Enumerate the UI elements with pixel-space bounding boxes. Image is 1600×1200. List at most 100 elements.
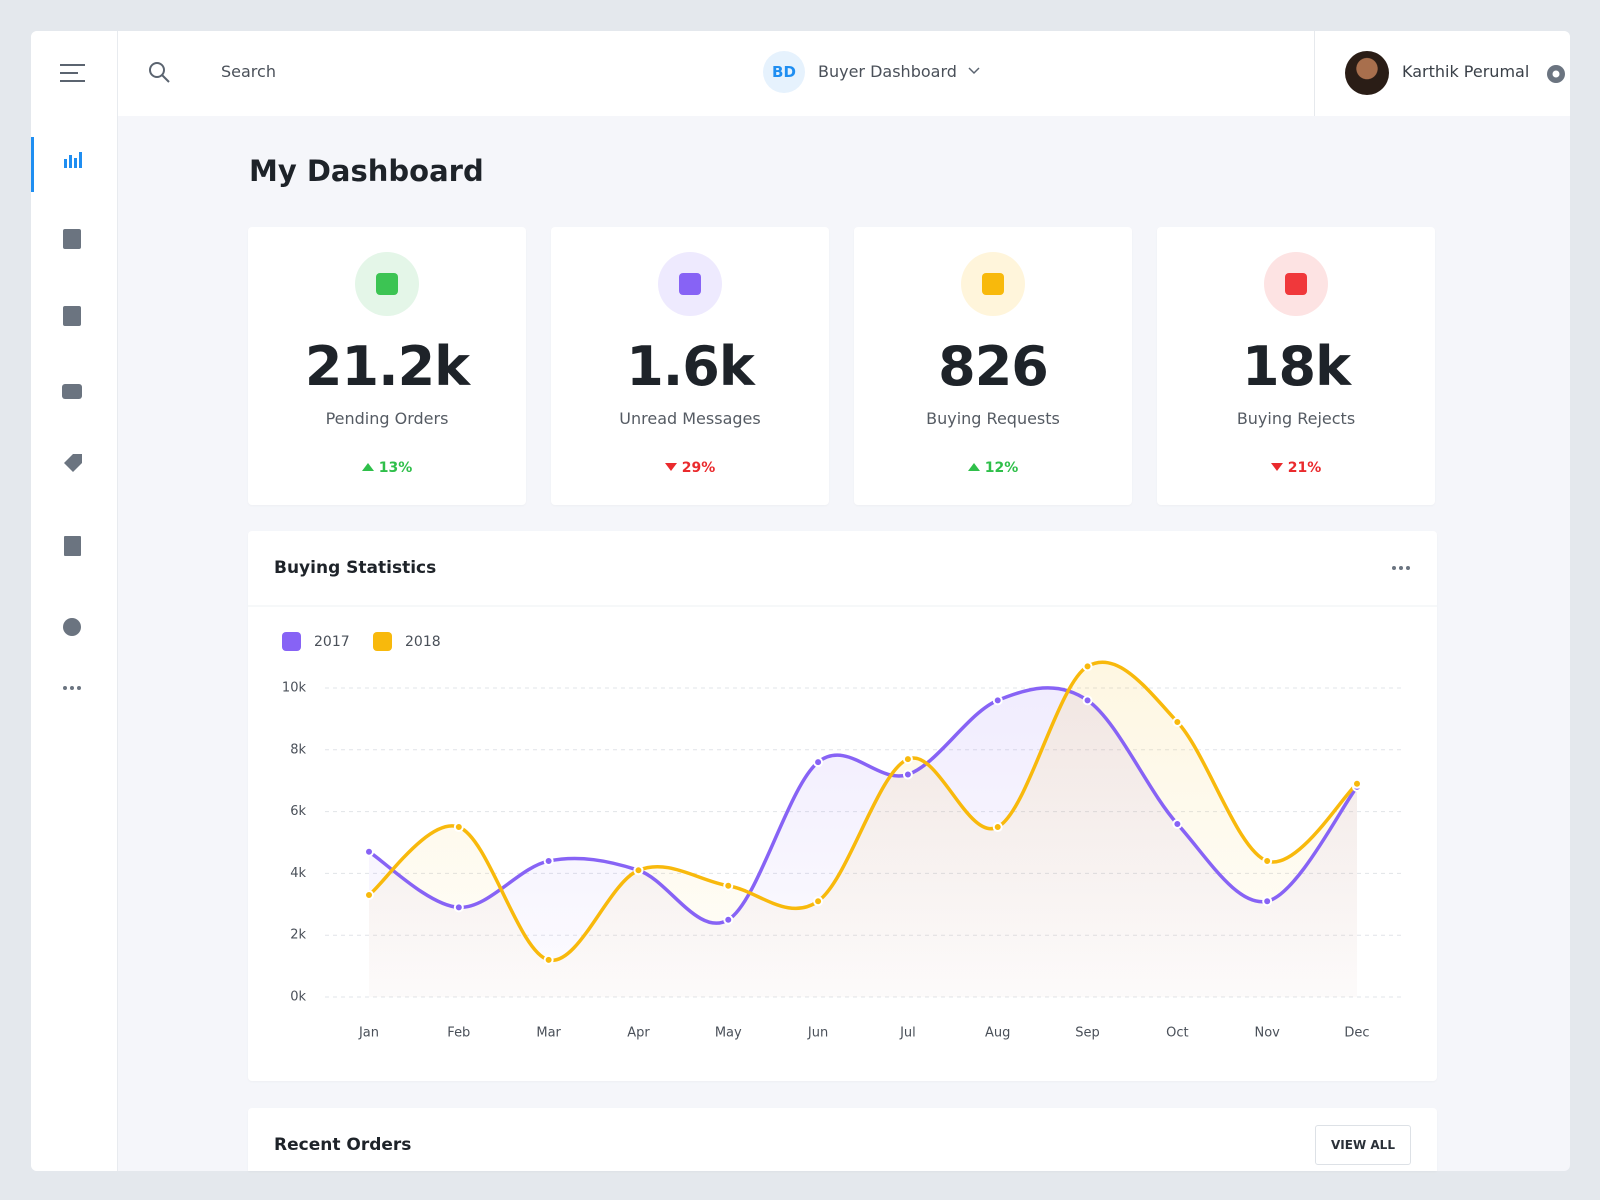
stat-change-value: 29% xyxy=(681,460,716,476)
data-point xyxy=(364,846,374,857)
x-tick-label: Aug xyxy=(985,1026,1010,1041)
x-tick-label: Mar xyxy=(536,1026,561,1041)
stat-change: 13% xyxy=(248,460,526,476)
data-point xyxy=(1082,661,1093,672)
nav-contacts[interactable] xyxy=(63,229,81,249)
top-bar: Search BD Buyer Dashboard Karthik Peruma… xyxy=(118,31,1570,116)
chevron[interactable] xyxy=(968,66,980,76)
data-point xyxy=(902,769,913,780)
x-tick-label: Sep xyxy=(1075,1026,1100,1041)
sidebar-icons xyxy=(31,64,85,690)
legend-label: 2017 xyxy=(314,634,350,650)
nav-chat[interactable] xyxy=(62,384,82,399)
settings-icon[interactable] xyxy=(1544,62,1568,86)
data-point xyxy=(453,902,464,913)
stat-icon xyxy=(658,252,722,316)
y-tick-label: 4k xyxy=(290,866,306,881)
data-point xyxy=(364,890,374,901)
divider xyxy=(1314,31,1315,116)
y-tick-label: 8k xyxy=(290,742,306,757)
nav-stats[interactable] xyxy=(64,152,82,168)
nav-help[interactable] xyxy=(63,306,81,326)
stat-change: 12% xyxy=(854,460,1132,476)
stat-change: 29% xyxy=(551,460,829,476)
x-tick-label: Feb xyxy=(447,1026,470,1041)
chart-title: Buying Statistics xyxy=(274,558,436,578)
stat-value: 18k xyxy=(1241,335,1351,398)
stat-icon-glyph xyxy=(376,273,398,295)
stat-value: 1.6k xyxy=(626,335,755,398)
data-point xyxy=(992,695,1003,706)
legend-swatch xyxy=(373,632,392,651)
stat-card[interactable]: 21.2k Pending Orders 13% xyxy=(248,227,526,505)
chart-menu[interactable] xyxy=(1392,566,1410,570)
data-point xyxy=(723,914,734,925)
stat-card[interactable]: 826 Buying Requests 12% xyxy=(854,227,1132,505)
trend-arrow xyxy=(967,463,980,471)
trend-arrow xyxy=(1270,463,1283,471)
stat-change: 21% xyxy=(1157,460,1435,476)
y-tick-label: 2k xyxy=(290,928,306,943)
stat-icon xyxy=(1264,252,1328,316)
data-point xyxy=(1082,695,1093,706)
stat-label: Buying Requests xyxy=(926,409,1060,428)
data-point xyxy=(1262,896,1273,907)
chart-card: Buying Statistics 0k 2k 4k 6k 8k 10k Jan Feb Mar… xyxy=(248,531,1437,1081)
stat-value: 21.2k xyxy=(304,335,470,398)
avatar[interactable] xyxy=(1345,51,1389,95)
page-title: My Dashboard xyxy=(249,154,484,188)
stat-value: 826 xyxy=(938,335,1049,398)
data-point xyxy=(1352,778,1362,789)
data-point xyxy=(543,954,554,965)
stat-label: Unread Messages xyxy=(619,409,761,428)
trend-arrow xyxy=(664,463,677,471)
stat-icon xyxy=(355,252,419,316)
stat-label: Buying Rejects xyxy=(1236,409,1356,428)
series-line xyxy=(367,660,1359,962)
dashboard-badge: BD xyxy=(763,51,805,93)
y-tick-label: 6k xyxy=(290,804,306,819)
data-point xyxy=(992,822,1003,833)
nav-docs[interactable] xyxy=(64,536,81,556)
active-indicator xyxy=(31,137,34,192)
x-tick-label: Jul xyxy=(899,1026,916,1041)
x-tick-label: May xyxy=(715,1026,742,1041)
data-point xyxy=(1262,856,1273,867)
sidebar xyxy=(31,31,118,1171)
stat-change-value: 12% xyxy=(984,460,1019,476)
stat-icon xyxy=(961,252,1025,316)
x-tick-label: Jun xyxy=(807,1026,828,1041)
data-point xyxy=(1172,716,1183,727)
trend-arrow xyxy=(361,463,374,471)
menu-icon[interactable] xyxy=(60,64,85,82)
stat-change-value: 13% xyxy=(378,460,413,476)
stat-label: Pending Orders xyxy=(325,409,449,428)
y-tick-label: 10k xyxy=(282,681,307,696)
nav-tags[interactable] xyxy=(64,454,82,472)
stat-change-value: 21% xyxy=(1287,460,1322,476)
search-icon[interactable] xyxy=(148,61,172,85)
recent-orders-card: Recent Orders VIEW ALL xyxy=(248,1108,1437,1171)
stat-card[interactable]: 1.6k Unread Messages 29% xyxy=(551,227,829,505)
data-point xyxy=(723,880,734,891)
data-point xyxy=(633,865,644,876)
data-point xyxy=(543,856,554,867)
recent-orders-title: Recent Orders xyxy=(274,1135,412,1155)
user-name[interactable]: Karthik Perumal xyxy=(1402,62,1530,81)
nav-other[interactable] xyxy=(63,618,81,636)
x-tick-label: Nov xyxy=(1254,1026,1280,1041)
legend-label: 2018 xyxy=(405,634,441,650)
search-input[interactable]: Search xyxy=(221,62,276,81)
legend-swatch xyxy=(282,632,301,651)
view-all-button[interactable]: VIEW ALL xyxy=(1315,1125,1411,1165)
x-tick-label: Jan xyxy=(358,1026,379,1041)
x-tick-label: Dec xyxy=(1344,1026,1369,1041)
data-point xyxy=(813,896,824,907)
data-point xyxy=(1172,818,1183,829)
stat-icon-glyph xyxy=(1285,273,1307,295)
stat-card[interactable]: 18k Buying Rejects 21% xyxy=(1157,227,1435,505)
dashboard-switcher[interactable]: Buyer Dashboard xyxy=(818,62,957,81)
data-point xyxy=(813,757,824,768)
nav-more[interactable] xyxy=(63,686,81,690)
